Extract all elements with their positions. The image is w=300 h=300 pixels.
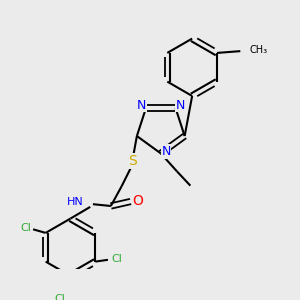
- Text: Cl: Cl: [54, 294, 65, 300]
- Text: O: O: [132, 194, 143, 208]
- Text: N: N: [175, 99, 185, 112]
- Text: S: S: [128, 154, 137, 168]
- Text: N: N: [161, 145, 171, 158]
- Text: HN: HN: [67, 197, 84, 207]
- Text: N: N: [137, 99, 146, 112]
- Text: Cl: Cl: [111, 254, 122, 264]
- Text: Cl: Cl: [20, 224, 32, 233]
- Text: CH₃: CH₃: [249, 45, 267, 55]
